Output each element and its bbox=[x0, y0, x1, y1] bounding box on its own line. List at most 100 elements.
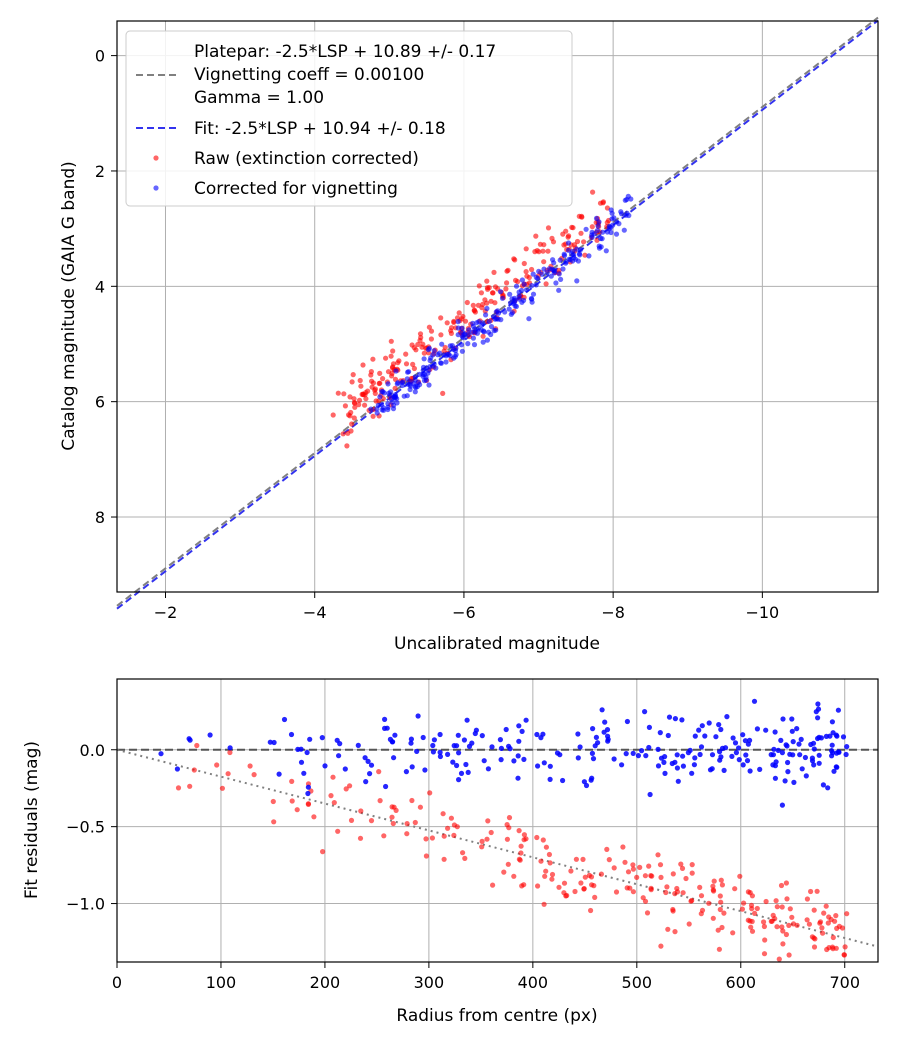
corrected-residual-point bbox=[747, 768, 753, 774]
corrected-residual-point bbox=[187, 737, 193, 743]
raw-residual-point bbox=[187, 783, 193, 789]
corrected-residual-point bbox=[655, 746, 661, 753]
corrected-residual-point bbox=[722, 745, 729, 751]
raw-residual-point bbox=[227, 749, 233, 756]
raw-residual-point bbox=[794, 922, 800, 928]
raw-residual-point bbox=[814, 888, 820, 894]
raw-point bbox=[372, 390, 378, 396]
raw-point bbox=[571, 242, 578, 248]
corrected-residual-point bbox=[763, 727, 769, 733]
raw-point bbox=[521, 260, 527, 267]
raw-residual-point bbox=[591, 883, 597, 889]
corrected-point bbox=[423, 377, 429, 383]
corrected-residual-point bbox=[811, 746, 817, 752]
raw-residual-point bbox=[622, 859, 628, 865]
corrected-point bbox=[447, 343, 453, 349]
raw-residual-point bbox=[549, 876, 555, 882]
raw-residual-point bbox=[717, 893, 723, 899]
corrected-point bbox=[593, 215, 600, 221]
raw-residual-point bbox=[811, 935, 817, 941]
corrected-point bbox=[499, 295, 506, 301]
raw-point bbox=[377, 370, 383, 376]
corrected-residual-point bbox=[831, 768, 837, 774]
raw-point bbox=[347, 413, 353, 419]
corrected-residual-point bbox=[687, 747, 693, 754]
corrected-residual-point bbox=[646, 724, 653, 731]
corrected-residual-point bbox=[778, 737, 784, 744]
raw-residual-point bbox=[648, 887, 654, 893]
raw-point bbox=[604, 219, 610, 226]
raw-point bbox=[403, 351, 409, 357]
corrected-residual-point bbox=[408, 736, 414, 742]
fit-line bbox=[116, 19, 879, 610]
corrected-residual-point bbox=[740, 762, 746, 768]
raw-point bbox=[543, 281, 549, 287]
raw-point bbox=[523, 246, 529, 252]
raw-residual-point bbox=[348, 817, 355, 824]
corrected-residual-point bbox=[773, 759, 779, 765]
corrected-point bbox=[609, 216, 615, 222]
corrected-residual-point bbox=[498, 757, 504, 763]
corrected-residual-point bbox=[605, 733, 611, 739]
corrected-point bbox=[574, 246, 580, 252]
corrected-residual-point bbox=[464, 717, 470, 723]
raw-residual-point bbox=[642, 898, 649, 904]
corrected-residual-point bbox=[437, 753, 443, 760]
corrected-point bbox=[511, 295, 518, 301]
raw-residual-point bbox=[721, 910, 727, 916]
raw-residual-point bbox=[655, 852, 661, 858]
raw-residual-point bbox=[412, 819, 418, 826]
raw-residual-point bbox=[409, 797, 415, 804]
corrected-residual-point bbox=[489, 744, 495, 750]
raw-residual-point bbox=[331, 800, 337, 806]
corrected-point bbox=[544, 269, 550, 276]
raw-residual-point bbox=[745, 889, 752, 895]
corrected-residual-point bbox=[709, 752, 716, 758]
corrected-point bbox=[460, 335, 466, 341]
raw-point bbox=[372, 386, 378, 392]
raw-point bbox=[480, 333, 486, 339]
raw-residual-point bbox=[547, 860, 553, 866]
corrected-point bbox=[459, 325, 465, 331]
raw-residual-point bbox=[780, 941, 786, 947]
raw-point bbox=[511, 256, 517, 262]
raw-residual-point bbox=[328, 793, 334, 799]
top-scatter-points bbox=[330, 189, 634, 449]
corrected-point bbox=[506, 306, 512, 312]
corrected-residual-point bbox=[624, 718, 631, 725]
corrected-residual-point bbox=[503, 726, 509, 733]
corrected-point bbox=[385, 381, 391, 387]
corrected-residual-point bbox=[829, 719, 836, 725]
corrected-residual-point bbox=[772, 775, 779, 781]
corrected-point bbox=[569, 251, 575, 257]
raw-residual-point bbox=[762, 937, 768, 943]
raw-point bbox=[349, 379, 355, 385]
corrected-residual-point bbox=[815, 735, 821, 742]
corrected-point bbox=[465, 341, 471, 347]
corrected-residual-point bbox=[736, 757, 742, 763]
corrected-residual-point bbox=[498, 745, 504, 752]
corrected-residual-point bbox=[227, 745, 233, 751]
corrected-residual-point bbox=[740, 732, 746, 738]
raw-residual-point bbox=[578, 880, 584, 886]
bottom-plot-frame bbox=[116, 678, 879, 963]
raw-point bbox=[488, 298, 494, 304]
bottom-y-tick-label: −1.0 bbox=[66, 895, 105, 914]
corrected-residual-point bbox=[519, 728, 525, 735]
raw-point bbox=[456, 310, 462, 316]
top-x-tick-label: −4 bbox=[303, 603, 327, 622]
raw-residual-point bbox=[737, 873, 743, 879]
raw-residual-point bbox=[572, 888, 578, 895]
corrected-point bbox=[404, 393, 410, 399]
corrected-residual-point bbox=[816, 752, 822, 758]
corrected-residual-point bbox=[733, 750, 740, 756]
corrected-point bbox=[621, 227, 627, 233]
raw-residual-point bbox=[506, 815, 513, 821]
corrected-point bbox=[613, 231, 620, 237]
corrected-residual-point bbox=[534, 731, 540, 738]
corrected-point bbox=[459, 342, 465, 348]
legend-corrected-label: Corrected for vignetting bbox=[194, 179, 398, 199]
corrected-residual-point bbox=[665, 732, 671, 739]
top-y-tick-label: 0 bbox=[95, 47, 105, 66]
corrected-point bbox=[495, 308, 501, 314]
